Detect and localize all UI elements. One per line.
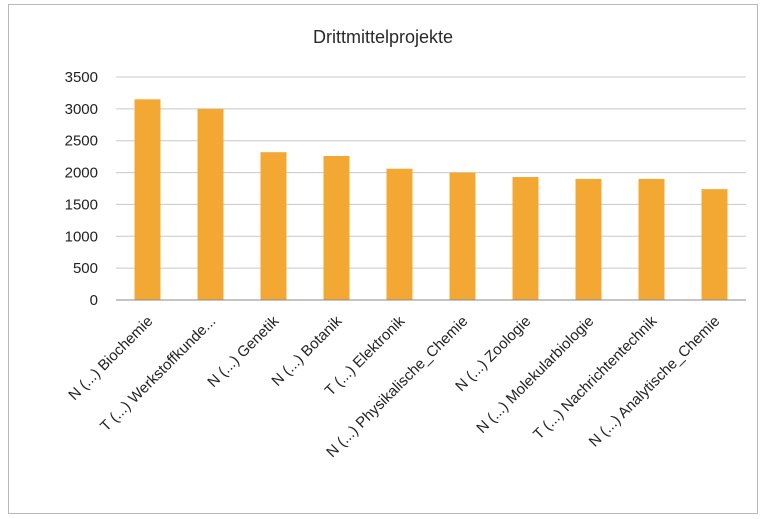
y-tick-label: 3000 (65, 101, 98, 118)
y-tick-label: 500 (73, 260, 98, 277)
bar (575, 178, 602, 300)
bar (386, 168, 413, 300)
y-tick-label: 1000 (65, 228, 98, 245)
y-tick-label: 0 (90, 292, 98, 309)
x-tick-label: T (...) Werkstoffkunde... (97, 313, 219, 435)
bar (323, 156, 350, 300)
x-tick-label: N (...) Molekularbiologie (473, 313, 597, 437)
bar (197, 108, 224, 300)
bars (134, 99, 728, 300)
bar (449, 172, 476, 300)
bar (638, 178, 665, 300)
bar (134, 99, 161, 300)
chart-frame (8, 4, 758, 514)
x-tick-label: T (...) Nachrichtentechnik (530, 312, 661, 443)
bar (512, 177, 539, 300)
bar (260, 152, 287, 300)
y-tick-label: 2500 (65, 133, 98, 150)
y-tick-label: 3500 (65, 69, 98, 86)
chart-title: Drittmittelprojekte (312, 27, 454, 47)
y-axis-ticks: 0 500 1000 1500 2000 2500 3000 3500 (65, 69, 98, 309)
y-tick-label: 2000 (65, 165, 98, 182)
x-tick-label: N (...) Analytische_Chemie (586, 313, 724, 451)
y-tick-label: 1500 (65, 196, 98, 213)
bar (701, 189, 728, 300)
